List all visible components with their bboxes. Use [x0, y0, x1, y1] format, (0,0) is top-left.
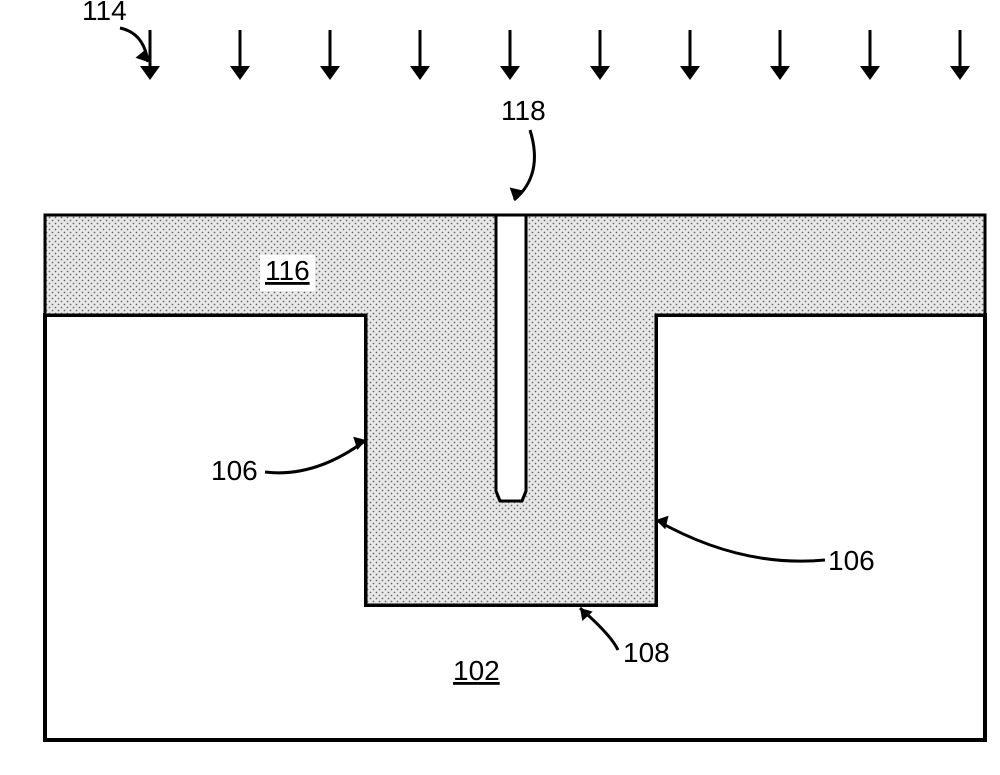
leader-l106_right	[656, 520, 825, 561]
arrow-head-icon	[860, 66, 880, 80]
arrow-head-icon	[680, 66, 700, 80]
leader-tip-l114-icon	[135, 49, 148, 62]
arrow-head-icon	[500, 66, 520, 80]
leader-l106_left	[265, 440, 366, 473]
label-l102: 102	[453, 655, 500, 686]
label-l116: 116	[265, 255, 310, 286]
label-l106_left: 106	[211, 455, 258, 486]
void-outline	[496, 215, 526, 501]
label-l118: 118	[501, 95, 546, 126]
label-l106_right: 106	[828, 545, 875, 576]
arrow-head-icon	[230, 66, 250, 80]
arrow-head-icon	[410, 66, 430, 80]
arrow-head-icon	[950, 66, 970, 80]
arrow-head-icon	[320, 66, 340, 80]
arrow-head-icon	[590, 66, 610, 80]
label-l108: 108	[623, 637, 670, 668]
arrow-head-icon	[770, 66, 790, 80]
arrow-head-icon	[140, 66, 160, 80]
cross-section-structure	[45, 215, 985, 740]
label-l114: 114	[82, 0, 127, 26]
deposition-arrows	[140, 30, 970, 80]
